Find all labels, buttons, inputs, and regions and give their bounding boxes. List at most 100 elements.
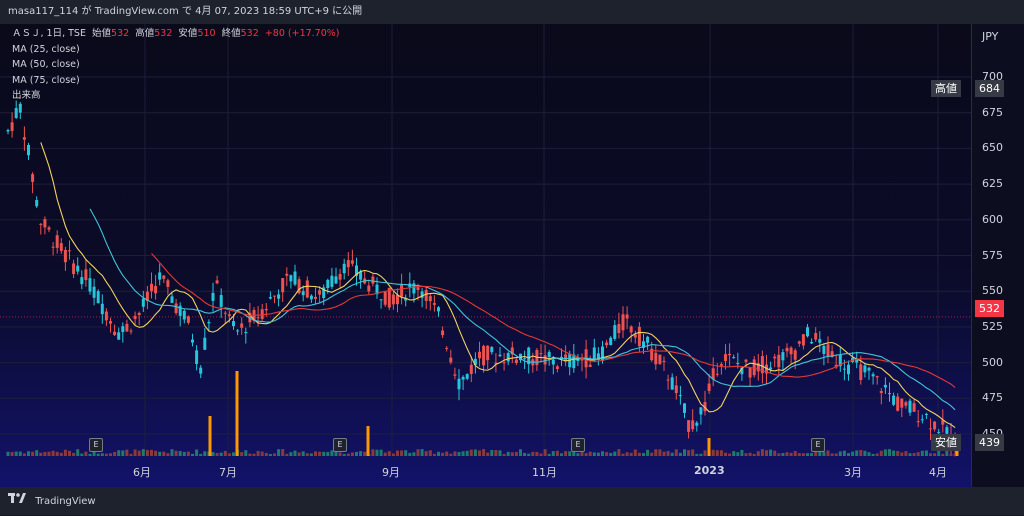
candle-body (498, 354, 502, 357)
volume-bar (691, 449, 695, 456)
candle-body (424, 289, 428, 301)
candle-body (941, 419, 945, 425)
candle-body (818, 339, 822, 343)
candle-body (211, 292, 215, 301)
volume-bar (564, 451, 568, 456)
candle-body (695, 422, 699, 426)
price-chart[interactable] (0, 24, 971, 487)
earnings-badge[interactable]: E (89, 438, 103, 452)
volume-bar (555, 450, 559, 456)
volume-bar (875, 453, 879, 456)
candle-body (490, 347, 494, 353)
price-axis[interactable]: JPY 700675650625600575550525500475450 (971, 24, 1024, 487)
chart-legend: ＡＳＪ, 1日, TSE 始値532 高値532 安値510 終値532 +80… (12, 26, 340, 104)
volume-bar (826, 450, 830, 456)
candle-body (76, 265, 80, 272)
volume-bar (945, 450, 949, 456)
candle-body (445, 347, 449, 349)
candle-body (719, 364, 723, 366)
chart-area[interactable]: ＡＳＪ, 1日, TSE 始値532 高値532 安値510 終値532 +80… (0, 24, 1024, 487)
volume-bar (732, 451, 736, 456)
legend-ma75[interactable]: MA (75, close) (12, 74, 80, 86)
volume-bar (703, 450, 707, 456)
legend-ma25[interactable]: MA (25, close) (12, 43, 80, 55)
volume-bar (863, 450, 867, 456)
candle-body (174, 303, 178, 314)
candle-body (457, 378, 461, 390)
earnings-badge[interactable]: E (333, 438, 347, 452)
candle-body (637, 326, 641, 347)
earnings-badge[interactable]: E (811, 438, 825, 452)
candle-body (88, 278, 92, 292)
volume-bar (683, 449, 686, 456)
price-tick-label: 475 (982, 391, 1003, 405)
candle-body (478, 351, 481, 359)
candle-body (670, 377, 674, 390)
volume-bar (432, 453, 436, 456)
candle-body (305, 280, 309, 298)
time-label-apr: 4月 (929, 466, 947, 479)
volume-bar (498, 450, 502, 456)
legend-ma50[interactable]: MA (50, close) (12, 59, 80, 70)
earnings-badge[interactable]: E (571, 438, 585, 452)
volume-bar (63, 449, 67, 456)
volume-bar (256, 450, 260, 456)
volume-bar (830, 453, 834, 456)
volume-bar (416, 449, 420, 456)
ma75-line (151, 253, 956, 388)
volume-bar (646, 449, 650, 456)
volume-bar (687, 450, 691, 456)
high-value: 532 (154, 28, 173, 39)
candle-body (154, 285, 158, 294)
volume-bar (314, 451, 317, 456)
volume-bar (666, 450, 670, 456)
volume-bar (80, 453, 84, 456)
candle-body (687, 420, 691, 432)
candle-body (933, 421, 937, 430)
candle-body (301, 291, 305, 296)
candle-body (547, 352, 551, 358)
volume-bar (379, 449, 383, 456)
candle-body (916, 421, 920, 423)
volume-bar (658, 449, 662, 456)
candle-body (121, 326, 125, 333)
legend-volume[interactable]: 出来高 (12, 90, 41, 101)
candle-body (707, 383, 711, 392)
volume-bar (752, 453, 756, 456)
volume-bar (633, 449, 637, 456)
volume-bar (297, 452, 301, 456)
candle-body (371, 276, 375, 284)
candle-body (830, 351, 834, 357)
candle-body (293, 271, 297, 285)
price-tick-label: 625 (982, 177, 1003, 191)
volume-spike (707, 438, 711, 456)
candle-body (137, 312, 141, 316)
volume-bar (740, 449, 744, 456)
volume-bar (199, 453, 203, 456)
volume-bar (121, 450, 125, 456)
candle-body (785, 347, 789, 352)
volume-bar (428, 450, 432, 456)
volume-bar (769, 449, 773, 456)
candle-body (711, 368, 715, 380)
time-label-mar: 3月 (844, 466, 862, 479)
low-label: 安値 (178, 28, 198, 39)
volume-bar (371, 449, 375, 456)
candle-body (375, 284, 379, 295)
volume-bar (937, 449, 941, 456)
candle-body (117, 332, 121, 340)
volume-bar (133, 449, 137, 456)
volume-bar (551, 451, 555, 456)
volume-bar (137, 450, 141, 456)
candle-body (273, 295, 276, 297)
volume-bar (900, 452, 904, 456)
footer: TradingView (0, 487, 1024, 515)
candle-body (166, 280, 170, 287)
volume-bar (678, 452, 682, 456)
volume-bar (482, 449, 486, 456)
candle-body (769, 367, 773, 370)
volume-bar (350, 452, 354, 456)
volume-bar (338, 452, 342, 456)
price-tick-label: 675 (982, 105, 1003, 119)
candle-body (227, 314, 231, 316)
